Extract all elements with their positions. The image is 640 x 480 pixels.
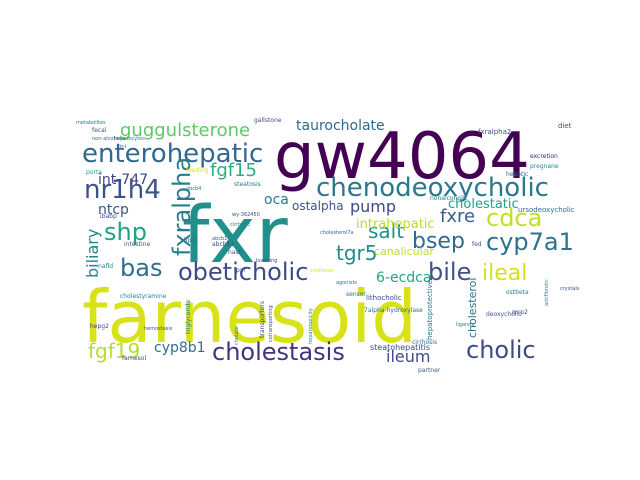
word-steatohepatitis: steatohepatitis bbox=[370, 343, 430, 352]
word-cotransporting: cotransporting bbox=[268, 305, 274, 342]
word-hepatoprotective: hepatoprotective bbox=[426, 280, 434, 340]
word-sensor: sensor bbox=[346, 291, 366, 298]
word-feeding: feeding bbox=[186, 167, 209, 174]
word-ileum: ileum bbox=[386, 347, 430, 366]
word-triglyceride: triglyceride bbox=[185, 300, 192, 334]
word-gallstone: gallstone bbox=[254, 117, 282, 124]
word-partner: partner bbox=[418, 367, 441, 374]
word-nonalcoholic: nonalcoholic bbox=[430, 195, 468, 202]
word-fxre: fxre bbox=[440, 206, 475, 227]
word-cdca: cdca bbox=[486, 204, 542, 232]
word-steatosis: steatosis bbox=[234, 181, 261, 188]
word-lithocholic: lithocholic bbox=[366, 294, 402, 302]
word-mrp2: mrp2 bbox=[512, 309, 528, 316]
word-fgf19: fgf19 bbox=[88, 339, 140, 363]
word-ursodeoxycholic: ursodeoxycholic bbox=[518, 206, 575, 214]
word-intrahepatic: intrahepatic bbox=[356, 217, 435, 232]
word-abcb11: abcb11 bbox=[212, 241, 234, 248]
word-abcb1: abcb1 bbox=[212, 236, 227, 242]
word-gw4064: gw4064 bbox=[274, 120, 530, 194]
word-int-747: int-747 bbox=[98, 172, 148, 188]
word-7alpha-hydroxylase: 7alpha-hydroxylase bbox=[364, 307, 423, 314]
word-cholate: cholate bbox=[234, 327, 240, 345]
word-cholestyramine: cholestyramine bbox=[120, 293, 167, 300]
word-hepatocytes: hepatocytes bbox=[114, 136, 145, 142]
word-fxralpha: fxralpha bbox=[168, 157, 196, 256]
word-crystals: crystals bbox=[560, 286, 580, 292]
word-fxr: fxr bbox=[182, 191, 289, 281]
word-farnesoid: farnesoid bbox=[82, 275, 417, 359]
word-non-alcoholic: non-alcoholic bbox=[92, 136, 125, 142]
word-cholesterol7a: cholesterol7a bbox=[320, 230, 354, 236]
word-ligands: ligands bbox=[456, 322, 474, 328]
word-cyp7a1: cyp7a1 bbox=[486, 228, 574, 256]
word-shp: shp bbox=[104, 218, 147, 246]
word-cyp8b1: cyp8b1 bbox=[154, 340, 206, 356]
word-guggulsterone: guggulsterone bbox=[120, 120, 250, 141]
word-tgr5: tgr5 bbox=[336, 241, 377, 265]
word-enterohepatic: enterohepatic bbox=[82, 139, 263, 169]
word-salt: salt bbox=[368, 219, 404, 243]
word-ir-i: ir-i bbox=[120, 144, 126, 150]
word-nafld: nafld bbox=[98, 263, 113, 270]
word-metabolites: metabolites bbox=[76, 120, 106, 126]
word-cholestasis: cholestasis bbox=[212, 338, 345, 366]
word-antifibrotic: antifibrotic bbox=[544, 279, 550, 306]
word-ntcp: ntcp bbox=[98, 202, 129, 218]
word-fxralpha2: fxralpha2 bbox=[478, 128, 511, 136]
word-excretion: excretion bbox=[530, 153, 558, 160]
word-ostbeta: ostbeta bbox=[506, 289, 529, 296]
word-cholesterol: cholesterol bbox=[466, 278, 479, 338]
word-diet: diet bbox=[558, 122, 572, 130]
word-bas: bas bbox=[120, 254, 162, 282]
word-cholic: cholic bbox=[466, 336, 536, 364]
word-transporters: transporters bbox=[259, 301, 266, 338]
word-wy-362450: wy-362450 bbox=[232, 212, 260, 218]
word-ileal: ileal bbox=[482, 261, 527, 286]
word-fgf15: fgf15 bbox=[210, 160, 257, 181]
word-pregnane: pregnane bbox=[530, 163, 559, 170]
word-cirrhotic: cirrhotic bbox=[230, 222, 251, 228]
word-porta: porta bbox=[86, 169, 102, 176]
word-fecal: fecal bbox=[92, 127, 107, 134]
word-chenodeoxycholic: chenodeoxycholic bbox=[316, 173, 549, 203]
word-abcb4: abcb4 bbox=[186, 186, 201, 192]
word-oca: oca bbox=[264, 192, 289, 208]
word-hepatic: hepatic bbox=[506, 171, 528, 178]
word-6-ecdca: 6-ecdca bbox=[376, 270, 431, 286]
word-pxr: pxr bbox=[236, 267, 246, 274]
word-nash: nash bbox=[228, 249, 243, 256]
word-synthesis: synthesis bbox=[310, 268, 334, 274]
word-hemostasis: hemostasis bbox=[144, 326, 173, 332]
word-deoxycholic: deoxycholic bbox=[486, 311, 522, 318]
word-hepatotoxicity: hepatotoxicity bbox=[308, 308, 314, 344]
word-cirrhosis: cirrhosis bbox=[412, 339, 437, 346]
word-bsep: bsep bbox=[412, 229, 465, 254]
word-lipid: lipid bbox=[184, 237, 197, 244]
word-obeticholic: obeticholic bbox=[178, 258, 308, 286]
word-taurocholate: taurocholate bbox=[296, 118, 385, 134]
word-biliary: biliary bbox=[83, 229, 102, 278]
word-canalicular: canalicular bbox=[374, 245, 434, 258]
word-farnesol: farnesol bbox=[122, 355, 146, 362]
word-fed: fed bbox=[472, 241, 482, 248]
word-ibabp: ibabp bbox=[100, 213, 117, 220]
word-nr1h4: nr1h4 bbox=[84, 175, 161, 205]
word-cholestatic: cholestatic bbox=[448, 197, 519, 212]
word-hepg2: hepg2 bbox=[90, 323, 109, 330]
word-pump: pump bbox=[350, 197, 396, 216]
word-lowering: lowering bbox=[256, 258, 277, 264]
word-bile: bile bbox=[428, 258, 471, 286]
word-intestine: intestine bbox=[124, 241, 150, 248]
word-agonists: agonists bbox=[336, 280, 357, 286]
word-ostalpha: ostalpha bbox=[292, 199, 344, 213]
